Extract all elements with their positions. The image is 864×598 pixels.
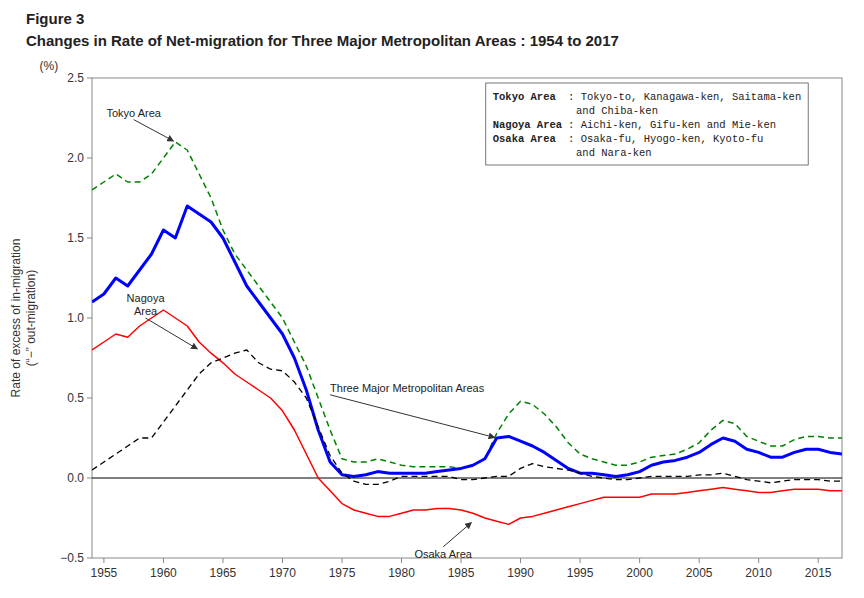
y-axis-label-line: Rate of excess of in-migration bbox=[9, 239, 23, 398]
y-tick-label: 0.5 bbox=[67, 391, 84, 405]
annotation-line: Tokyo Area bbox=[106, 107, 161, 119]
x-tick bbox=[699, 558, 700, 563]
annotation: Three Major Metropolitan Areas bbox=[330, 382, 485, 394]
annotation-line: Area bbox=[134, 305, 158, 317]
note-text: : Tokyo-to, Kanagawa-ken, Saitama-ken bbox=[568, 91, 801, 103]
note-text: : Osaka-fu, Hyogo-ken, Kyoto-fu bbox=[568, 133, 763, 145]
x-tick-label: 1955 bbox=[91, 566, 118, 580]
zero-line bbox=[92, 478, 842, 479]
y-axis-unit: (%) bbox=[40, 59, 59, 73]
plot-frame bbox=[92, 78, 842, 558]
y-tick bbox=[87, 318, 92, 319]
annotation-arrow bbox=[134, 120, 174, 141]
annotation-arrow bbox=[330, 395, 495, 438]
x-tick-label: 1985 bbox=[448, 566, 475, 580]
series-line bbox=[92, 350, 842, 484]
series-line bbox=[92, 310, 842, 524]
notes-frame bbox=[486, 83, 808, 165]
annotation-line: Three Major Metropolitan Areas bbox=[330, 382, 485, 394]
x-tick bbox=[520, 558, 521, 563]
x-tick-label: 2015 bbox=[805, 566, 832, 580]
x-tick-label: 1995 bbox=[567, 566, 594, 580]
annotation: Tokyo Area bbox=[106, 107, 161, 119]
y-tick bbox=[87, 158, 92, 159]
y-axis-label: Rate of excess of in-migration(“−” out-m… bbox=[9, 239, 38, 398]
annotation: Osaka Area bbox=[414, 548, 472, 560]
y-tick bbox=[87, 478, 92, 479]
x-tick bbox=[818, 558, 819, 563]
note-text: and Nara-ken bbox=[576, 147, 652, 159]
x-tick-label: 2010 bbox=[745, 566, 772, 580]
x-tick-label: 1990 bbox=[507, 566, 534, 580]
y-tick-label: 0.0 bbox=[67, 471, 84, 485]
x-tick bbox=[103, 558, 104, 563]
x-tick-label: 1970 bbox=[269, 566, 296, 580]
y-axis-label-line: (“−” out-migration) bbox=[24, 270, 38, 366]
chart: Figure 3 Changes in Rate of Net-migration… bbox=[0, 0, 864, 598]
y-tick-label: −0.5 bbox=[60, 551, 84, 565]
x-tick-label: 1960 bbox=[150, 566, 177, 580]
y-tick-label: 2.5 bbox=[67, 71, 84, 85]
note-text: and Chiba-ken bbox=[576, 105, 658, 117]
x-tick bbox=[342, 558, 343, 563]
x-tick-label: 2000 bbox=[626, 566, 653, 580]
y-tick-label: 2.0 bbox=[67, 151, 84, 165]
x-tick bbox=[401, 558, 402, 563]
plot-area bbox=[92, 142, 842, 524]
annotation-arrow bbox=[443, 523, 471, 547]
x-tick-label: 1975 bbox=[329, 566, 356, 580]
annotation-line: Nagoya bbox=[127, 292, 166, 304]
note-text: : Aichi-ken, Gifu-ken and Mie-ken bbox=[568, 119, 776, 131]
x-tick bbox=[639, 558, 640, 563]
annotation-arrow bbox=[146, 318, 198, 349]
y-tick-label: 1.5 bbox=[67, 231, 84, 245]
x-tick-label: 2005 bbox=[686, 566, 713, 580]
x-tick-label: 1980 bbox=[388, 566, 415, 580]
x-tick bbox=[758, 558, 759, 563]
y-tick-label: 1.0 bbox=[67, 311, 84, 325]
annotation: NagoyaArea bbox=[127, 292, 166, 317]
y-tick bbox=[87, 558, 92, 559]
series-line bbox=[92, 206, 842, 476]
x-tick bbox=[163, 558, 164, 563]
x-tick bbox=[222, 558, 223, 563]
title: Figure 3 bbox=[26, 10, 84, 27]
x-tick bbox=[580, 558, 581, 563]
y-tick bbox=[87, 238, 92, 239]
subtitle: Changes in Rate of Net-migration for Thr… bbox=[26, 32, 619, 49]
x-tick bbox=[282, 558, 283, 563]
annotation-line: Osaka Area bbox=[414, 548, 472, 560]
y-tick bbox=[87, 398, 92, 399]
note-label: Nagoya Area bbox=[493, 119, 563, 131]
notes-box: Tokyo Area : Tokyo-to, Kanagawa-ken, Sait… bbox=[486, 83, 808, 165]
y-tick bbox=[87, 78, 92, 79]
note-label: Osaka Area bbox=[493, 133, 557, 145]
note-label: Tokyo Area bbox=[493, 91, 557, 103]
series-line bbox=[92, 142, 842, 468]
x-tick-label: 1965 bbox=[210, 566, 237, 580]
